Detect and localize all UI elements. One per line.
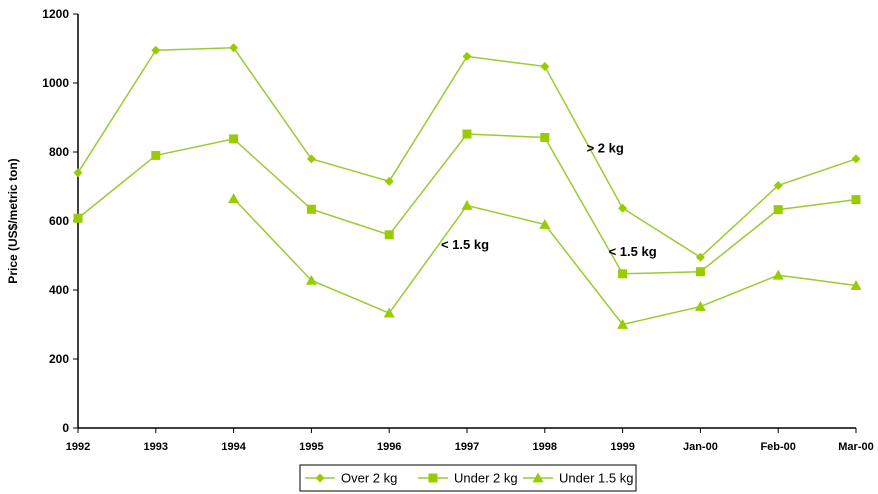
data-point-under-2-kg <box>618 269 628 279</box>
x-tick-label: 1993 <box>144 441 168 453</box>
data-point-under-1-5-kg <box>461 199 473 210</box>
legend-item-under-1-5-kg: Under 1.5 kg <box>523 471 633 486</box>
legend-label: Over 2 kg <box>341 471 397 486</box>
data-point-under-1-5-kg <box>617 319 629 329</box>
data-point-under-2-kg <box>851 195 861 205</box>
legend-label: Under 1.5 kg <box>559 471 633 486</box>
data-point-under-1-5-kg <box>383 307 395 318</box>
legend-box <box>299 464 637 492</box>
x-tick-label: 1998 <box>533 441 557 453</box>
series-group <box>73 43 862 329</box>
data-point-over-2-kg <box>773 180 783 190</box>
data-point-under-1-5-kg <box>228 193 240 203</box>
series-under-1-5-kg <box>228 193 862 329</box>
legend-marker <box>315 473 325 483</box>
data-point-under-2-kg <box>384 230 394 240</box>
data-point-under-1-5-kg <box>305 274 317 285</box>
data-point-under-1-5-kg <box>772 269 784 280</box>
data-point-under-1-5-kg <box>694 301 706 311</box>
data-point-under-1-5-kg <box>539 218 551 229</box>
y-tick-label: 200 <box>49 352 69 366</box>
data-point-under-2-kg <box>540 133 550 143</box>
x-tick-label: 1997 <box>455 441 479 453</box>
legend-item-under-2-kg: Under 2 kg <box>418 471 518 486</box>
data-point-over-2-kg <box>695 252 705 262</box>
legend: Over 2 kg Under 2 kg Under 1.5 kg <box>299 464 637 492</box>
data-point-under-2-kg <box>462 129 472 139</box>
data-point-under-2-kg <box>306 204 316 214</box>
x-tick-label: 1999 <box>610 441 634 453</box>
data-point-over-2-kg <box>851 154 861 164</box>
x-tick-label: Mar-00 <box>838 441 873 453</box>
legend-marker <box>428 473 438 483</box>
legend-marker <box>532 472 544 483</box>
data-point-under-2-kg <box>73 213 83 223</box>
data-point-over-2-kg <box>540 61 550 71</box>
y-tick-label: 400 <box>49 283 69 297</box>
x-tick-label: Feb-00 <box>760 441 795 453</box>
y-axis-label: Price (US$/metric ton) <box>6 158 20 283</box>
data-point-under-2-kg <box>151 150 161 160</box>
data-point-under-2-kg <box>695 267 705 277</box>
annotation-label: < 1.5 kg <box>441 237 489 252</box>
x-tick-label: 1996 <box>377 441 401 453</box>
annotation-label: > 2 kg <box>587 141 624 156</box>
x-tick-label: 1992 <box>66 441 90 453</box>
series-under-2-kg <box>73 129 861 279</box>
data-point-over-2-kg <box>618 203 628 213</box>
data-point-over-2-kg <box>73 168 83 178</box>
y-tick-label: 800 <box>49 145 69 159</box>
series-line-over-2-kg <box>77 47 857 259</box>
x-tick-label: 1995 <box>299 441 323 453</box>
y-tick-label: 600 <box>49 214 69 228</box>
x-tick-label: 1994 <box>221 441 246 453</box>
data-point-under-2-kg <box>773 205 783 215</box>
data-point-under-2-kg <box>229 134 239 144</box>
legend-label: Under 2 kg <box>454 471 518 486</box>
y-tick-label: 1200 <box>42 7 69 21</box>
y-tick-label: 0 <box>62 421 69 435</box>
data-point-over-2-kg <box>306 154 316 164</box>
legend-item-over-2-kg: Over 2 kg <box>305 471 397 486</box>
data-point-over-2-kg <box>151 45 161 55</box>
data-point-over-2-kg <box>462 51 472 61</box>
data-point-over-2-kg <box>229 43 239 53</box>
series-line-under-1-5-kg <box>233 198 857 326</box>
series-over-2-kg <box>73 43 861 262</box>
data-point-under-1-5-kg <box>850 280 862 290</box>
annotations: > 2 kg < 1.5 kg < 1.5 kg <box>441 141 657 259</box>
axes: 0 200 400 600 800 1000 1200 1992 1993 1994 1995 199… <box>6 7 874 453</box>
data-point-over-2-kg <box>384 176 394 186</box>
x-tick-label: Jan-00 <box>683 441 718 453</box>
annotation-label: < 1.5 kg <box>609 244 657 259</box>
y-tick-label: 1000 <box>42 76 69 90</box>
